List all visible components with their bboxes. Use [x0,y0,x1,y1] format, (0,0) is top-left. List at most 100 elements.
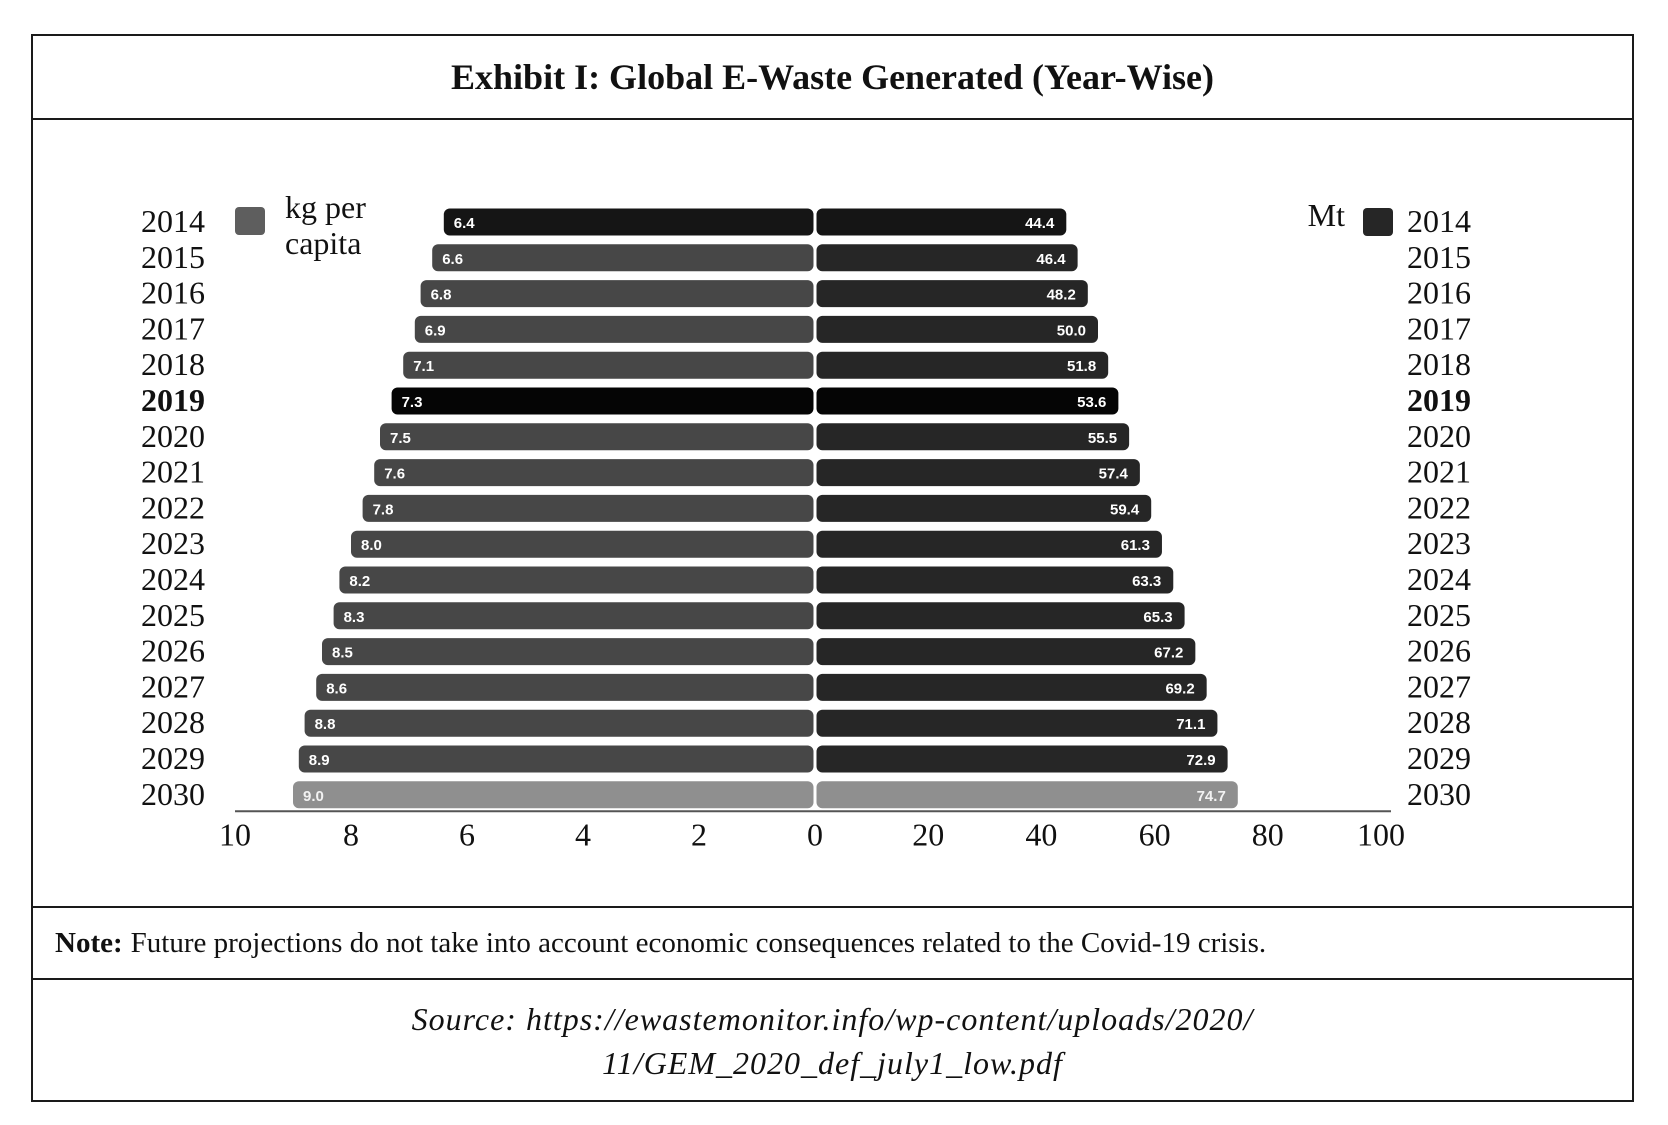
bar-right-2021 [816,459,1140,487]
year-label-right-2022: 2022 [1407,489,1471,525]
bar-left-label-2025: 8.3 [344,609,365,626]
bar-right-label-2022: 59.4 [1110,501,1140,518]
year-label-left-2023: 2023 [141,525,205,561]
chart-title: Exhibit I: Global E-Waste Generated (Yea… [33,36,1632,120]
tick-right-100: 100 [1357,816,1405,852]
year-label-right-2015: 2015 [1407,239,1471,275]
year-label-left-2028: 2028 [141,704,205,740]
tick-right-20: 20 [912,816,944,852]
bar-right-label-2021: 57.4 [1099,466,1129,483]
note-label: Note: [55,926,123,959]
bar-left-2023 [351,530,814,558]
note-text: Future projections do not take into acco… [130,926,1267,959]
tick-left-0: 0 [807,816,823,852]
year-label-left-2020: 2020 [141,418,205,454]
year-label-left-2029: 2029 [141,740,205,776]
tick-right-80: 80 [1252,816,1284,852]
year-label-right-2014: 2014 [1407,203,1471,239]
year-label-left-2027: 2027 [141,668,205,704]
tick-left-8: 8 [343,816,359,852]
year-label-left-2018: 2018 [141,346,205,382]
bar-right-2029 [816,745,1228,773]
bar-right-label-2023: 61.3 [1121,537,1150,554]
year-label-right-2017: 2017 [1407,310,1471,346]
bar-right-2019 [816,387,1119,415]
legend-swatch-mt [1363,208,1393,236]
source-line-2: 11/GEM_2020_def_july1_low.pdf [602,1045,1063,1081]
chart-area: 6.4 44.4 2014 2014 6.6 46.4 2015 2015 6.8 48.2 201… [33,120,1632,906]
bar-right-2014 [816,208,1067,236]
bar-left-2021 [374,459,814,487]
bar-left-label-2019: 7.3 [402,394,423,411]
year-label-left-2021: 2021 [141,454,205,490]
tick-right-60: 60 [1139,816,1171,852]
year-label-left-2022: 2022 [141,489,205,525]
year-label-right-2027: 2027 [1407,668,1471,704]
bar-left-label-2022: 7.8 [373,501,394,518]
bar-left-2026 [322,638,814,666]
year-label-left-2017: 2017 [141,310,205,346]
bar-left-label-2016: 6.8 [431,287,452,304]
year-label-left-2026: 2026 [141,633,205,669]
bar-left-2014 [443,208,814,236]
year-label-right-2024: 2024 [1407,561,1471,597]
bar-right-2026 [816,638,1196,666]
year-label-right-2021: 2021 [1407,454,1471,490]
bar-right-label-2029: 72.9 [1186,752,1215,769]
year-label-left-2014: 2014 [141,203,205,239]
year-label-right-2020: 2020 [1407,418,1471,454]
bar-left-2029 [298,745,814,773]
bar-right-2018 [816,351,1109,379]
bar-right-label-2018: 51.8 [1067,358,1096,375]
year-label-right-2023: 2023 [1407,525,1471,561]
tick-right-40: 40 [1025,816,1057,852]
bar-left-2018 [403,351,814,379]
source-bar: Source: https://ewastemonitor.info/wp-co… [33,980,1632,1102]
legend-swatch-kg-per-capita [235,207,265,235]
bar-right-label-2028: 71.1 [1176,716,1205,733]
bar-right-label-2025: 65.3 [1143,609,1172,626]
bar-right-2025 [816,602,1185,630]
bar-right-label-2026: 67.2 [1154,645,1183,662]
bar-left-2028 [304,709,814,737]
bar-right-2020 [816,423,1130,451]
bar-right-2027 [816,673,1207,701]
tick-left-10: 10 [219,816,251,852]
bar-right-2015 [816,244,1078,272]
exhibit-frame: Exhibit I: Global E-Waste Generated (Yea… [31,34,1634,1102]
bar-left-2016 [420,280,814,308]
bar-left-2024 [339,566,814,594]
bar-left-2025 [333,602,814,630]
year-label-left-2024: 2024 [141,561,205,597]
source-line-1: Source: https://ewastemonitor.info/wp-co… [411,1001,1254,1037]
year-label-right-2030: 2030 [1407,776,1471,812]
bar-right-label-2017: 50.0 [1057,322,1086,339]
bar-left-label-2018: 7.1 [413,358,434,375]
bar-right-2024 [816,566,1174,594]
bar-right-2023 [816,530,1162,558]
bar-right-label-2014: 44.4 [1025,215,1055,232]
bar-left-2015 [432,244,814,272]
bar-left-label-2020: 7.5 [390,430,411,447]
year-label-right-2026: 2026 [1407,633,1471,669]
tick-left-2: 2 [691,816,707,852]
bar-left-2030 [293,781,814,809]
bar-left-label-2024: 8.2 [349,573,370,590]
bar-right-label-2016: 48.2 [1047,287,1076,304]
year-label-left-2015: 2015 [141,239,205,275]
bar-right-2016 [816,280,1088,308]
bar-left-label-2017: 6.9 [425,322,446,339]
year-label-right-2018: 2018 [1407,346,1471,382]
year-label-right-2016: 2016 [1407,275,1471,311]
bar-left-2017 [414,315,814,343]
bar-left-2027 [316,673,814,701]
year-label-right-2019: 2019 [1407,382,1471,418]
tick-left-4: 4 [575,816,591,852]
year-label-right-2029: 2029 [1407,740,1471,776]
bar-left-label-2015: 6.6 [442,251,463,268]
bar-right-label-2030: 74.7 [1197,788,1226,805]
bar-left-label-2029: 8.9 [309,752,330,769]
year-label-left-2030: 2030 [141,776,205,812]
bar-left-2019 [391,387,814,415]
